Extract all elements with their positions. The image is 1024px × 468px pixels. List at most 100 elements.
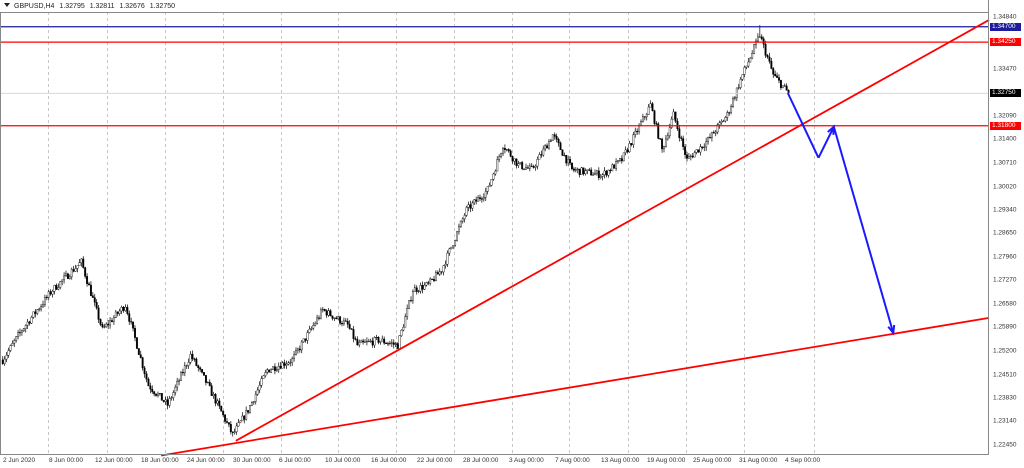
bull-candle [187, 362, 190, 366]
price-tick-label: 1.29340 [993, 206, 1017, 214]
bull-candle [551, 134, 554, 141]
bull-candle [513, 158, 516, 162]
trendlines[interactable] [160, 19, 990, 457]
bear-candle [659, 138, 662, 140]
bull-candle [241, 415, 244, 422]
bull-candle [333, 317, 336, 319]
bull-candle [739, 78, 742, 88]
time-tick-label: 25 Aug 00:00 [693, 457, 732, 464]
time-tick-label: 8 Jun 00:00 [49, 457, 83, 464]
price-tick-label: 1.28650 [993, 229, 1017, 237]
bull-candle [254, 394, 257, 402]
bear-candle [507, 149, 510, 152]
bear-candle [385, 342, 388, 344]
bull-candle [574, 169, 577, 171]
high-value: 1.32811 [89, 3, 115, 10]
bull-candle [390, 342, 393, 344]
bear-candle [195, 358, 198, 366]
bull-candle [544, 145, 547, 150]
bear-candle [86, 276, 89, 285]
bear-candle [111, 320, 113, 322]
bull-candle [114, 311, 117, 318]
bull-candle [622, 152, 625, 162]
bear-candle [764, 44, 767, 56]
bear-candle [779, 80, 782, 88]
bear-candle [84, 267, 87, 277]
bear-candle [145, 373, 148, 380]
bull-candle [364, 341, 366, 343]
bull-candle [358, 342, 361, 346]
bear-candle [588, 169, 591, 171]
bull-candle [735, 87, 738, 98]
bull-candle [517, 163, 520, 166]
bear-candle [331, 315, 334, 319]
bull-candle [266, 369, 269, 373]
bull-candle [406, 308, 409, 317]
price-tick-label: 1.27270 [993, 276, 1017, 284]
bull-candle [262, 375, 265, 379]
bull-candle [594, 172, 596, 176]
bull-candle [737, 87, 740, 89]
bull-candle [758, 36, 761, 38]
bull-candle [567, 159, 570, 164]
bull-candle [519, 162, 522, 164]
close-value: 1.32750 [149, 3, 176, 10]
bull-candle [36, 309, 39, 314]
bull-candle [494, 170, 497, 175]
bull-candle [720, 120, 723, 123]
bear-candle [350, 328, 353, 330]
bull-candle [482, 197, 485, 200]
bull-candle [237, 422, 240, 427]
bear-candle [151, 388, 154, 392]
bull-candle [486, 186, 489, 192]
bull-candle [314, 323, 317, 326]
bear-candle [712, 132, 715, 134]
bull-candle [13, 340, 16, 344]
bull-candle [15, 336, 18, 341]
horizontal-levels[interactable] [0, 26, 988, 127]
bull-candle [310, 328, 313, 330]
price-tick-label: 1.30710 [993, 159, 1017, 167]
bear-candle [318, 317, 320, 319]
bull-candle [308, 328, 311, 333]
bull-candle [471, 202, 474, 209]
bull-candle [459, 220, 462, 228]
bear-candle [768, 56, 771, 62]
bear-candle [298, 348, 301, 351]
bull-candle [707, 137, 710, 142]
bull-candle [235, 425, 238, 433]
bull-candle [30, 317, 33, 324]
bull-candle [536, 159, 539, 167]
bear-candle [226, 421, 228, 423]
price-tick-label: 1.34840 [993, 13, 1017, 21]
bear-candle [680, 137, 683, 139]
bull-candle [316, 317, 319, 324]
bull-candle [59, 281, 62, 288]
bear-candle [141, 357, 144, 369]
bull-candle [164, 399, 167, 402]
bull-candle [275, 369, 278, 371]
bull-candle [496, 159, 499, 172]
time-tick-label: 22 Jul 00:00 [417, 457, 453, 464]
bull-candle [252, 401, 255, 403]
bull-candle [109, 320, 112, 326]
bull-candle [718, 122, 721, 125]
bull-candle [189, 353, 192, 363]
bull-candle [417, 290, 420, 292]
bear-candle [433, 279, 435, 281]
projection-arrow[interactable] [786, 92, 896, 336]
bull-candle [11, 343, 14, 346]
bear-candle [532, 166, 535, 168]
bull-candle [438, 271, 441, 275]
dropdown-triangle-icon[interactable] [4, 3, 10, 7]
bull-candle [7, 350, 10, 356]
bear-candle [66, 273, 69, 279]
bull-candle [595, 170, 598, 174]
bull-candle [57, 287, 60, 290]
bear-candle [356, 339, 359, 346]
bear-candle [208, 381, 211, 386]
bull-candle [548, 140, 550, 149]
bull-candle [756, 36, 759, 42]
bull-candle [446, 252, 449, 265]
